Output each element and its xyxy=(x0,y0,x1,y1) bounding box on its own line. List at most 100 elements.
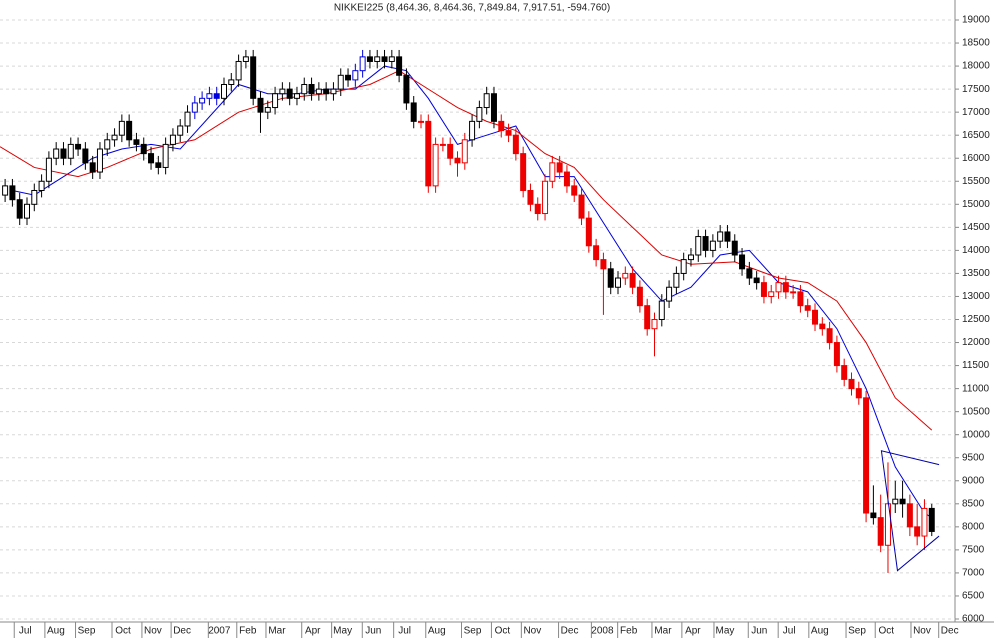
candle-body xyxy=(775,282,782,293)
candle-body xyxy=(702,236,709,251)
candle-body xyxy=(447,143,454,159)
candle-body xyxy=(140,143,147,155)
candle-body xyxy=(432,143,439,187)
candle-body xyxy=(213,93,220,99)
candle-body xyxy=(687,254,694,261)
candle-body xyxy=(257,97,264,113)
candle-body xyxy=(563,171,570,187)
candle-body xyxy=(286,88,293,99)
candle-body xyxy=(928,507,935,532)
candle-body xyxy=(184,111,191,127)
candle-body xyxy=(162,143,169,168)
x-tick-label: Oct xyxy=(115,626,131,637)
y-tick-label: 6000 xyxy=(962,614,985,625)
candle-body xyxy=(323,88,330,95)
candle-body xyxy=(585,217,592,247)
candle-body xyxy=(374,56,381,62)
candle-body xyxy=(454,157,461,164)
candle-body xyxy=(498,120,505,132)
x-tick-label: Mar xyxy=(268,626,286,637)
candle-body xyxy=(819,323,826,330)
y-tick-label: 15500 xyxy=(962,176,990,187)
candle-body xyxy=(221,84,228,99)
candle-body xyxy=(425,120,432,187)
candle-body xyxy=(23,203,30,219)
candle-body xyxy=(512,134,519,155)
candle-body xyxy=(483,93,490,109)
y-tick-label: 6500 xyxy=(962,591,985,602)
candle-body xyxy=(60,148,67,159)
x-tick-label: Aug xyxy=(428,626,446,637)
candle-body xyxy=(118,120,125,136)
candle-body xyxy=(53,148,60,159)
y-tick-label: 18500 xyxy=(962,38,990,49)
candle-body xyxy=(673,272,680,288)
candle-body xyxy=(921,507,928,537)
y-tick-label: 7000 xyxy=(962,568,985,579)
candle-body xyxy=(352,70,359,81)
candle-body xyxy=(228,79,235,86)
chart-title: NIKKEI225 (8,464.36, 8,464.36, 7,849.84,… xyxy=(334,3,610,14)
candle-body xyxy=(490,93,497,122)
y-tick-label: 11500 xyxy=(962,360,990,371)
candle-body xyxy=(133,139,140,145)
candle-body xyxy=(264,107,271,113)
candle-body xyxy=(556,162,563,173)
candle-body xyxy=(753,277,760,284)
candle-body xyxy=(863,397,870,514)
candle-body xyxy=(439,143,446,146)
candle-body xyxy=(768,291,775,297)
candle-body xyxy=(155,162,162,168)
x-tick-label: Aug xyxy=(811,626,829,637)
candle-body xyxy=(31,189,38,205)
candle-body xyxy=(337,74,344,90)
candle-body xyxy=(330,88,337,95)
x-tick-label: Dec xyxy=(173,626,191,637)
candle-body xyxy=(250,56,257,99)
candle-body xyxy=(388,56,395,62)
candle-body xyxy=(45,157,52,182)
candle-body xyxy=(381,56,388,62)
x-tick-label: Dec xyxy=(561,626,579,637)
candle-body xyxy=(724,231,731,242)
candle-body xyxy=(242,56,249,62)
candle-body xyxy=(790,291,797,294)
x-tick-label: May xyxy=(333,626,352,637)
candle-body xyxy=(104,139,111,150)
candle-body xyxy=(877,517,884,546)
candle-body xyxy=(272,93,279,109)
candle-body xyxy=(359,56,366,72)
trend-line xyxy=(880,450,940,572)
y-tick-label: 13000 xyxy=(962,291,990,302)
candle-body xyxy=(746,268,753,279)
candle-body xyxy=(126,120,133,141)
candle-body xyxy=(884,503,891,546)
candle-body xyxy=(571,185,578,196)
candle-body xyxy=(666,286,673,302)
candle-body xyxy=(892,498,899,505)
y-tick-label: 9500 xyxy=(962,452,985,463)
candle-body xyxy=(658,300,665,321)
y-tick-label: 14500 xyxy=(962,222,990,233)
candle-body xyxy=(2,185,9,196)
x-tick-label: Feb xyxy=(620,626,638,637)
candle-body xyxy=(235,60,242,81)
candle-body xyxy=(717,231,724,242)
x-tick-label: Apr xyxy=(685,626,701,637)
candle-body xyxy=(199,97,206,104)
candle-body xyxy=(67,143,74,159)
candle-body xyxy=(615,277,622,288)
candle-body xyxy=(191,102,198,113)
x-tick-label: May xyxy=(716,626,735,637)
y-tick-label: 10500 xyxy=(962,406,990,417)
candle-body xyxy=(410,102,417,122)
candle-body xyxy=(833,342,840,367)
candle-body xyxy=(82,148,89,164)
candle-body xyxy=(578,194,585,219)
candle-body xyxy=(731,240,738,256)
candle-body xyxy=(651,319,658,330)
x-tick-label: Sep xyxy=(848,626,866,637)
candle-body xyxy=(469,120,476,141)
candle-body xyxy=(782,282,789,293)
